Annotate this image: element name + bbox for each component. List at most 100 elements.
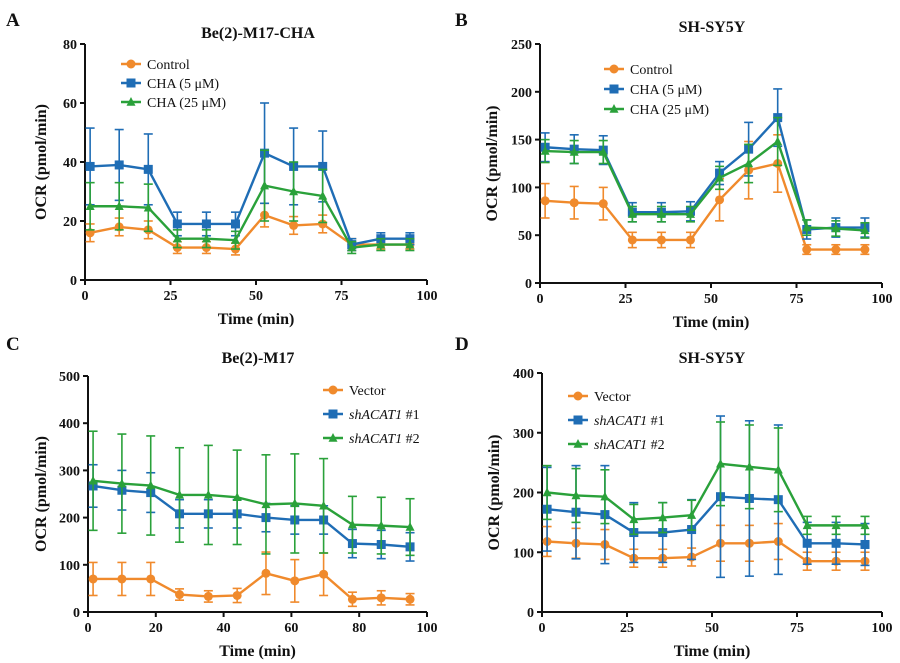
data-point xyxy=(627,235,637,245)
panel-title-b: SH-SY5Y xyxy=(679,19,746,36)
legend-label: CHA (25 μM) xyxy=(630,103,709,118)
legend-label: CHA (25 μM) xyxy=(147,96,226,111)
legend-label-suffix: #2 xyxy=(647,438,665,453)
data-point xyxy=(600,491,610,501)
y-tick-label: 250 xyxy=(511,38,532,53)
data-point xyxy=(405,522,415,531)
x-tick-label: 25 xyxy=(620,621,634,636)
data-point xyxy=(261,568,271,578)
y-tick-label: 500 xyxy=(59,370,80,385)
panel-title-c: Be(2)-M17 xyxy=(222,350,295,367)
legend-label: Control xyxy=(630,63,673,78)
legend-label-italic: shACAT1 xyxy=(349,432,402,447)
y-tick-label: 400 xyxy=(59,417,80,432)
x-tick-label: 100 xyxy=(872,292,893,307)
chart-panel-c: 0 20 40 60 80 100 0 100 200 300 400 500 Time (min) OC… xyxy=(33,370,438,660)
data-point xyxy=(744,158,754,168)
data-point xyxy=(831,223,841,233)
data-point xyxy=(175,590,185,600)
data-point xyxy=(230,219,240,229)
data-point xyxy=(860,225,870,235)
data-point xyxy=(290,498,300,508)
panel-title-d: SH-SY5Y xyxy=(679,350,746,367)
legend-label: CHA (5 μM) xyxy=(147,77,219,92)
legend-label: shACAT1 #1 xyxy=(594,414,665,429)
data-point xyxy=(540,146,550,155)
x-axis-label: Time (min) xyxy=(674,643,751,660)
series-line xyxy=(545,115,865,231)
x-axis-label: Time (min) xyxy=(673,314,750,331)
data-point xyxy=(117,478,127,488)
legend-marker xyxy=(126,78,136,88)
x-tick-label: 40 xyxy=(217,621,231,636)
legend-label: CHA (5 μM) xyxy=(630,83,702,98)
x-tick-label: 25 xyxy=(619,292,633,307)
data-point xyxy=(773,136,783,146)
data-point xyxy=(802,538,812,548)
y-axis-label: OCR (pmol/min) xyxy=(33,104,50,220)
y-tick-label: 200 xyxy=(513,487,534,502)
data-point xyxy=(773,464,783,474)
y-tick-label: 40 xyxy=(63,156,77,171)
y-tick-label: 200 xyxy=(59,512,80,527)
data-point xyxy=(85,201,95,210)
legend-marker xyxy=(328,409,338,419)
legend-marker xyxy=(328,433,338,442)
y-tick-label: 60 xyxy=(63,97,77,112)
data-point xyxy=(232,492,242,502)
panel-letter-d: D xyxy=(455,334,469,355)
x-tick-label: 0 xyxy=(539,621,546,636)
data-point xyxy=(201,233,211,243)
data-point xyxy=(571,490,581,500)
legend-label: shACAT1 #2 xyxy=(349,432,420,447)
y-tick-label: 300 xyxy=(513,427,534,442)
x-tick-label: 80 xyxy=(352,621,366,636)
data-point xyxy=(685,235,695,245)
x-tick-label: 0 xyxy=(537,292,544,307)
data-point xyxy=(289,220,299,230)
data-point xyxy=(405,594,415,604)
legend-marker xyxy=(573,439,583,448)
data-point xyxy=(230,235,240,244)
data-point xyxy=(318,190,328,200)
x-tick-label: 0 xyxy=(85,621,92,636)
data-point xyxy=(261,499,271,509)
x-tick-label: 100 xyxy=(417,621,438,636)
data-point xyxy=(376,239,386,249)
series-vector xyxy=(542,522,870,571)
x-tick-label: 100 xyxy=(872,621,893,636)
data-point xyxy=(203,591,213,601)
data-point xyxy=(656,209,666,218)
data-point xyxy=(88,475,98,485)
x-axis-label: Time (min) xyxy=(218,311,295,328)
data-point xyxy=(802,520,812,530)
series-shacat1-1 xyxy=(88,463,415,562)
data-point xyxy=(831,520,841,530)
panel-title-a: Be(2)-M17-CHA xyxy=(201,25,315,42)
data-point xyxy=(85,161,95,171)
data-point xyxy=(716,458,725,468)
legend-marker xyxy=(126,97,136,106)
data-point xyxy=(232,590,242,600)
data-point xyxy=(347,594,357,604)
y-tick-label: 20 xyxy=(63,215,77,230)
series-vector xyxy=(88,551,415,608)
legend: Control CHA (5 μM) CHA (25 μM) xyxy=(604,63,709,118)
legend-marker xyxy=(573,415,583,425)
data-point xyxy=(203,489,213,499)
series-line xyxy=(93,571,411,601)
y-tick-label: 0 xyxy=(70,274,77,289)
legend-label-suffix: #2 xyxy=(402,432,420,447)
legend-label-suffix: #1 xyxy=(402,408,420,423)
data-point xyxy=(290,576,300,586)
data-point xyxy=(542,487,552,497)
series-line xyxy=(90,184,410,249)
legend-label-italic: shACAT1 xyxy=(594,414,647,429)
data-point xyxy=(143,164,153,174)
y-tick-label: 200 xyxy=(511,86,532,101)
data-point xyxy=(289,186,299,196)
y-tick-label: 0 xyxy=(73,606,80,621)
data-point xyxy=(114,160,124,170)
